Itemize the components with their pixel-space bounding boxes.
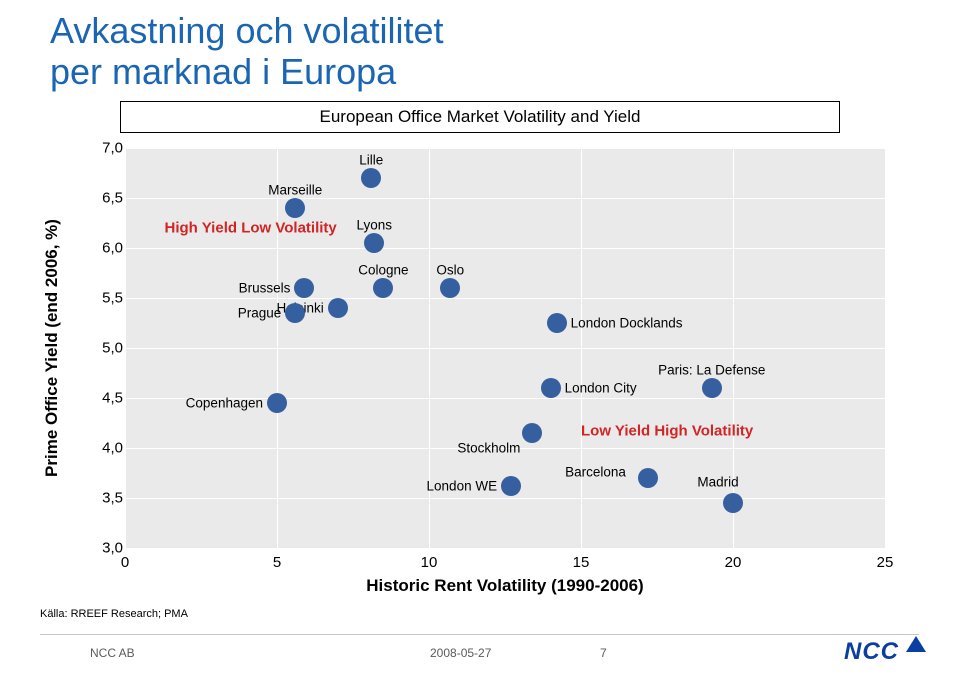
data-point (702, 378, 722, 398)
data-point-label: Oslo (436, 263, 464, 278)
data-point-label: Paris: La Defense (658, 363, 765, 378)
data-point-label: Stockholm (457, 441, 520, 456)
data-point (364, 233, 384, 253)
title-line-2: per marknad i Europa (50, 51, 444, 92)
data-point-label: London WE (427, 479, 498, 494)
data-point (285, 198, 305, 218)
data-point (541, 378, 561, 398)
data-point-label: London City (565, 381, 637, 396)
data-point-label: Lyons (357, 218, 393, 233)
gridline-h (125, 248, 885, 249)
x-tick-label: 0 (121, 554, 129, 571)
data-point-label: Barcelona (565, 465, 626, 480)
plot-area: LilleMarseilleLyonsBrusselsCologneOsloHe… (125, 148, 885, 548)
data-point (547, 313, 567, 333)
gridline-h (125, 198, 885, 199)
x-tick-label: 5 (273, 554, 281, 571)
data-point (267, 393, 287, 413)
gridline-v (885, 148, 886, 548)
data-point-label: Marseille (268, 183, 322, 198)
gridline-h (125, 348, 885, 349)
data-point-label: Lille (359, 153, 383, 168)
y-tick-label: 5,5 (93, 290, 123, 307)
scatter-chart: LilleMarseilleLyonsBrusselsCologneOsloHe… (40, 108, 910, 598)
gridline-v (125, 148, 126, 548)
gridline-h (125, 148, 885, 149)
source-text: Källa: RREEF Research; PMA (40, 608, 188, 620)
footer-divider (40, 634, 919, 635)
y-tick-label: 6,5 (93, 190, 123, 207)
logo-text: NCC (844, 638, 899, 665)
data-point (361, 168, 381, 188)
data-point-label: Prague (238, 306, 282, 321)
footer-page-number: 7 (600, 646, 607, 660)
footer-company: NCC AB (90, 646, 135, 660)
gridline-v (581, 148, 582, 548)
y-tick-label: 6,0 (93, 240, 123, 257)
data-point-label: London Docklands (571, 316, 683, 331)
footer-date: 2008-05-27 (430, 646, 491, 660)
x-tick-label: 15 (573, 554, 590, 571)
x-tick-label: 20 (725, 554, 742, 571)
gridline-h (125, 498, 885, 499)
y-tick-label: 5,0 (93, 340, 123, 357)
y-tick-label: 3,0 (93, 540, 123, 557)
x-axis-label: Historic Rent Volatility (1990-2006) (366, 576, 643, 596)
data-point-label: Brussels (239, 281, 291, 296)
ncc-logo: NCC (844, 638, 924, 668)
x-tick-label: 25 (877, 554, 894, 571)
data-point (501, 476, 521, 496)
quadrant-label: High Yield Low Volatility (165, 220, 337, 237)
quadrant-label: Low Yield High Volatility (581, 423, 753, 440)
data-point (638, 468, 658, 488)
gridline-v (277, 148, 278, 548)
title-line-1: Avkastning och volatilitet (50, 10, 444, 51)
data-point (285, 303, 305, 323)
data-point (440, 278, 460, 298)
y-tick-label: 4,5 (93, 390, 123, 407)
gridline-h (125, 298, 885, 299)
data-point (294, 278, 314, 298)
data-point-label: Cologne (358, 263, 408, 278)
data-point-label: Copenhagen (186, 396, 263, 411)
data-point (723, 493, 743, 513)
y-tick-label: 4,0 (93, 440, 123, 457)
data-point (373, 278, 393, 298)
y-tick-label: 3,5 (93, 490, 123, 507)
gridline-h (125, 548, 885, 549)
title-block: Avkastning och volatilitet per marknad i… (50, 10, 444, 93)
y-axis-label: Prime Office Yield (end 2006, %) (42, 219, 62, 477)
data-point (328, 298, 348, 318)
data-point (522, 423, 542, 443)
y-tick-label: 7,0 (93, 140, 123, 157)
data-point-label: Madrid (697, 475, 738, 490)
x-tick-label: 10 (421, 554, 438, 571)
logo-triangle-icon (906, 636, 926, 652)
